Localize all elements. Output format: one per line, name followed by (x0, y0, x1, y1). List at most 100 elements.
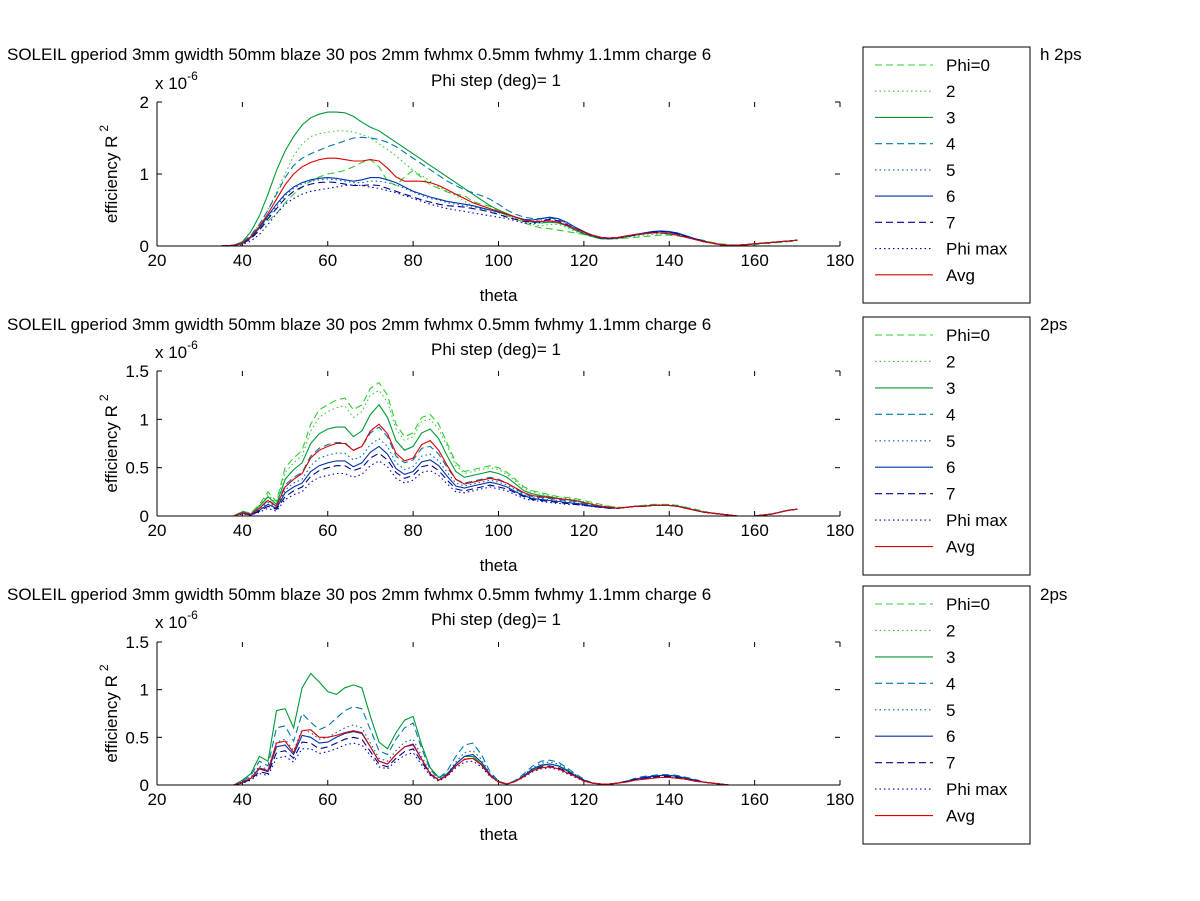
y-tick-label: 1 (140, 165, 149, 184)
chart-title-tail: 2ps (1040, 585, 1067, 604)
y-tick-label: 1 (140, 681, 149, 700)
x-axis-label: theta (480, 286, 518, 305)
series-line-2 (199, 130, 798, 247)
series-line-3 (199, 672, 798, 786)
scale-factor-base: x 10 (155, 343, 187, 362)
x-tick-label: 140 (655, 521, 683, 540)
y-tick-label: 0.5 (125, 459, 149, 478)
scale-factor-base: x 10 (155, 613, 187, 632)
legend-label: Avg (946, 538, 975, 557)
legend-label: 5 (946, 432, 955, 451)
series-line-avg (199, 157, 798, 247)
chart-subtitle: Phi step (deg)= 1 (431, 340, 561, 359)
legend-label: Phi=0 (946, 326, 990, 345)
x-tick-label: 120 (570, 521, 598, 540)
y-tick-label: 0 (140, 507, 149, 526)
x-tick-label: 60 (318, 790, 337, 809)
y-axis-label: efficiency R 2 (97, 664, 121, 763)
series-line-4 (199, 426, 798, 517)
x-tick-label: 100 (484, 790, 512, 809)
series-line-5 (199, 438, 798, 517)
legend-label: 4 (946, 135, 955, 154)
legend-label: 3 (946, 648, 955, 667)
scale-factor-exponent: -6 (187, 608, 198, 622)
x-tick-label: 140 (655, 251, 683, 270)
legend-label: 2 (946, 82, 955, 101)
legend-label: 5 (946, 161, 955, 180)
legend-label: Avg (946, 266, 975, 285)
y-axis-label-text: efficiency R (102, 136, 121, 224)
y-tick-label: 2 (140, 93, 149, 112)
series-line-avg (199, 423, 798, 517)
x-tick-label: 20 (148, 521, 167, 540)
series-line-6 (199, 731, 798, 786)
legend-box (862, 316, 1031, 576)
legend-box (862, 46, 1031, 304)
y-tick-label: 0 (140, 776, 149, 795)
x-tick-label: 80 (404, 790, 423, 809)
legend-label: 2 (946, 352, 955, 371)
x-tick-label: 160 (740, 521, 768, 540)
y-tick-label: 1.5 (125, 633, 149, 652)
y-tick-label: 0.5 (125, 728, 149, 747)
series-line-2 (199, 389, 798, 517)
scale-factor-base: x 10 (155, 74, 187, 93)
legend-label: 5 (946, 701, 955, 720)
x-tick-label: 60 (318, 521, 337, 540)
legend-label: Phi max (946, 511, 1008, 530)
x-tick-label: 180 (826, 251, 854, 270)
series-line-7 (199, 181, 798, 247)
x-tick-label: 20 (148, 251, 167, 270)
legend-label: 4 (946, 674, 955, 693)
x-tick-label: 180 (826, 790, 854, 809)
legend-label: Avg (946, 807, 975, 826)
y-axis-label-text: efficiency R (102, 675, 121, 763)
chart-title: SOLEIL gperiod 3mm gwidth 50mm blaze 30 … (7, 315, 711, 334)
x-tick-label: 120 (570, 251, 598, 270)
legend-label: Phi=0 (946, 56, 990, 75)
scale-factor-label: x 10-6 (155, 608, 198, 632)
chart-title: SOLEIL gperiod 3mm gwidth 50mm blaze 30 … (7, 45, 711, 64)
y-axis-label-exponent: 2 (97, 664, 111, 671)
y-tick-label: 1.5 (125, 362, 149, 381)
series-line-phi-max (199, 184, 798, 247)
legend-label: 7 (946, 485, 955, 504)
x-tick-label: 60 (318, 251, 337, 270)
series-line-3 (199, 403, 798, 517)
chart-title: SOLEIL gperiod 3mm gwidth 50mm blaze 30 … (7, 585, 711, 604)
x-tick-label: 100 (484, 521, 512, 540)
chart-panel-1: SOLEIL gperiod 3mm gwidth 50mm blaze 30 … (7, 45, 854, 305)
scale-factor-exponent: -6 (187, 69, 198, 83)
y-tick-label: 0 (140, 237, 149, 256)
y-tick-label: 1 (140, 410, 149, 429)
x-tick-label: 100 (484, 251, 512, 270)
legend-label: 3 (946, 379, 955, 398)
y-axis-label-exponent: 2 (97, 125, 111, 132)
legend-panel-1: Phi=0 2 3 4 5 6 7 Phi max Avg (862, 46, 1031, 304)
series-line-phi-0 (199, 158, 798, 247)
legend-label: 4 (946, 405, 955, 424)
legend-label: 2 (946, 621, 955, 640)
legend-label: 6 (946, 727, 955, 746)
chart-subtitle: Phi step (deg)= 1 (431, 71, 561, 90)
x-tick-label: 160 (740, 790, 768, 809)
legend-label: Phi max (946, 780, 1008, 799)
chart-title-tail: 2ps (1040, 315, 1067, 334)
legend-label: Phi max (946, 240, 1008, 259)
x-tick-label: 40 (233, 790, 252, 809)
x-tick-label: 120 (570, 790, 598, 809)
legend-label: 7 (946, 213, 955, 232)
x-tick-label: 80 (404, 521, 423, 540)
series-line-phi-max (199, 460, 798, 517)
x-tick-label: 40 (233, 251, 252, 270)
legend-label: Phi=0 (946, 595, 990, 614)
series-line-7 (199, 736, 798, 786)
y-axis-label: efficiency R 2 (97, 394, 121, 493)
legend-label: 3 (946, 108, 955, 127)
scale-factor-label: x 10-6 (155, 69, 198, 93)
x-tick-label: 80 (404, 251, 423, 270)
x-tick-label: 140 (655, 790, 683, 809)
legend-panel-3: Phi=0 2 3 4 5 6 7 Phi max Avg (862, 585, 1031, 845)
scale-factor-label: x 10-6 (155, 338, 198, 362)
